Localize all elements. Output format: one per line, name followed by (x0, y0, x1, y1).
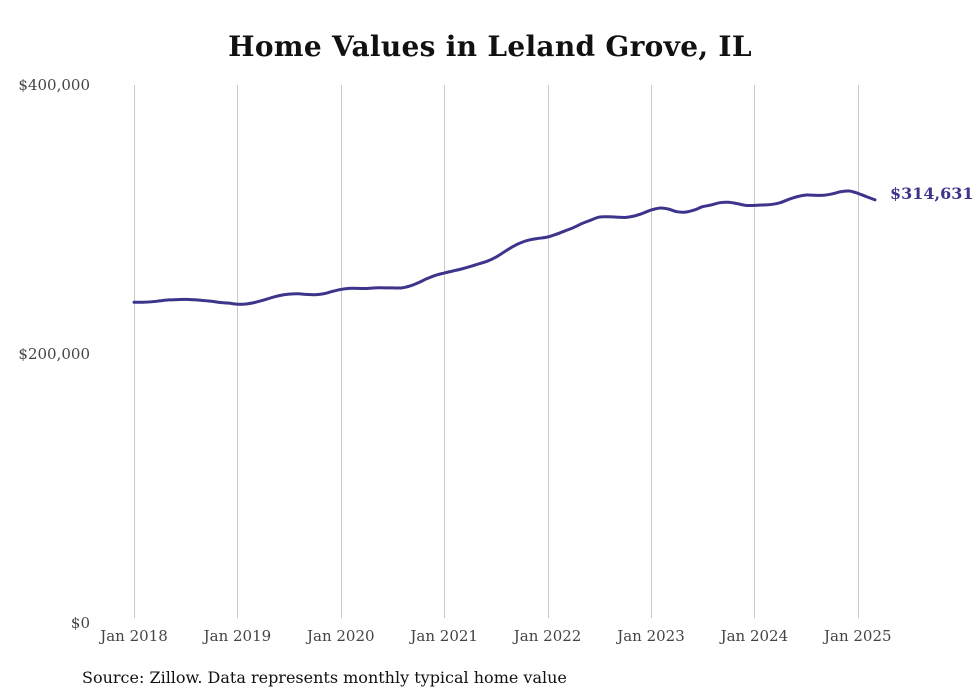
y-tick-label: $400,000 (18, 76, 90, 94)
x-tick-label: Jan 2020 (305, 627, 375, 645)
x-tick-label: Jan 2019 (202, 627, 272, 645)
x-tick-label: Jan 2023 (615, 627, 685, 645)
x-tick-label: Jan 2025 (822, 627, 892, 645)
y-axis-ticks: $0 $200,000 $400,000 (18, 76, 90, 632)
end-value-label: $314,631 (890, 184, 974, 203)
y-tick-label: $200,000 (18, 345, 90, 363)
x-tick-label: Jan 2022 (512, 627, 582, 645)
grid-lines (134, 85, 859, 618)
chart-title: Home Values in Leland Grove, IL (228, 30, 752, 63)
x-axis-ticks: Jan 2018 Jan 2019 Jan 2020 Jan 2021 Jan 2022… (98, 627, 891, 645)
series-layer: $314,631 (132, 184, 974, 306)
series-line (132, 189, 877, 306)
y-tick-label: $0 (71, 614, 90, 632)
x-tick-label: Jan 2024 (719, 627, 789, 645)
source-note: Source: Zillow. Data represents monthly … (82, 668, 567, 687)
x-tick-label: Jan 2021 (408, 627, 478, 645)
x-tick-label: Jan 2018 (98, 627, 168, 645)
